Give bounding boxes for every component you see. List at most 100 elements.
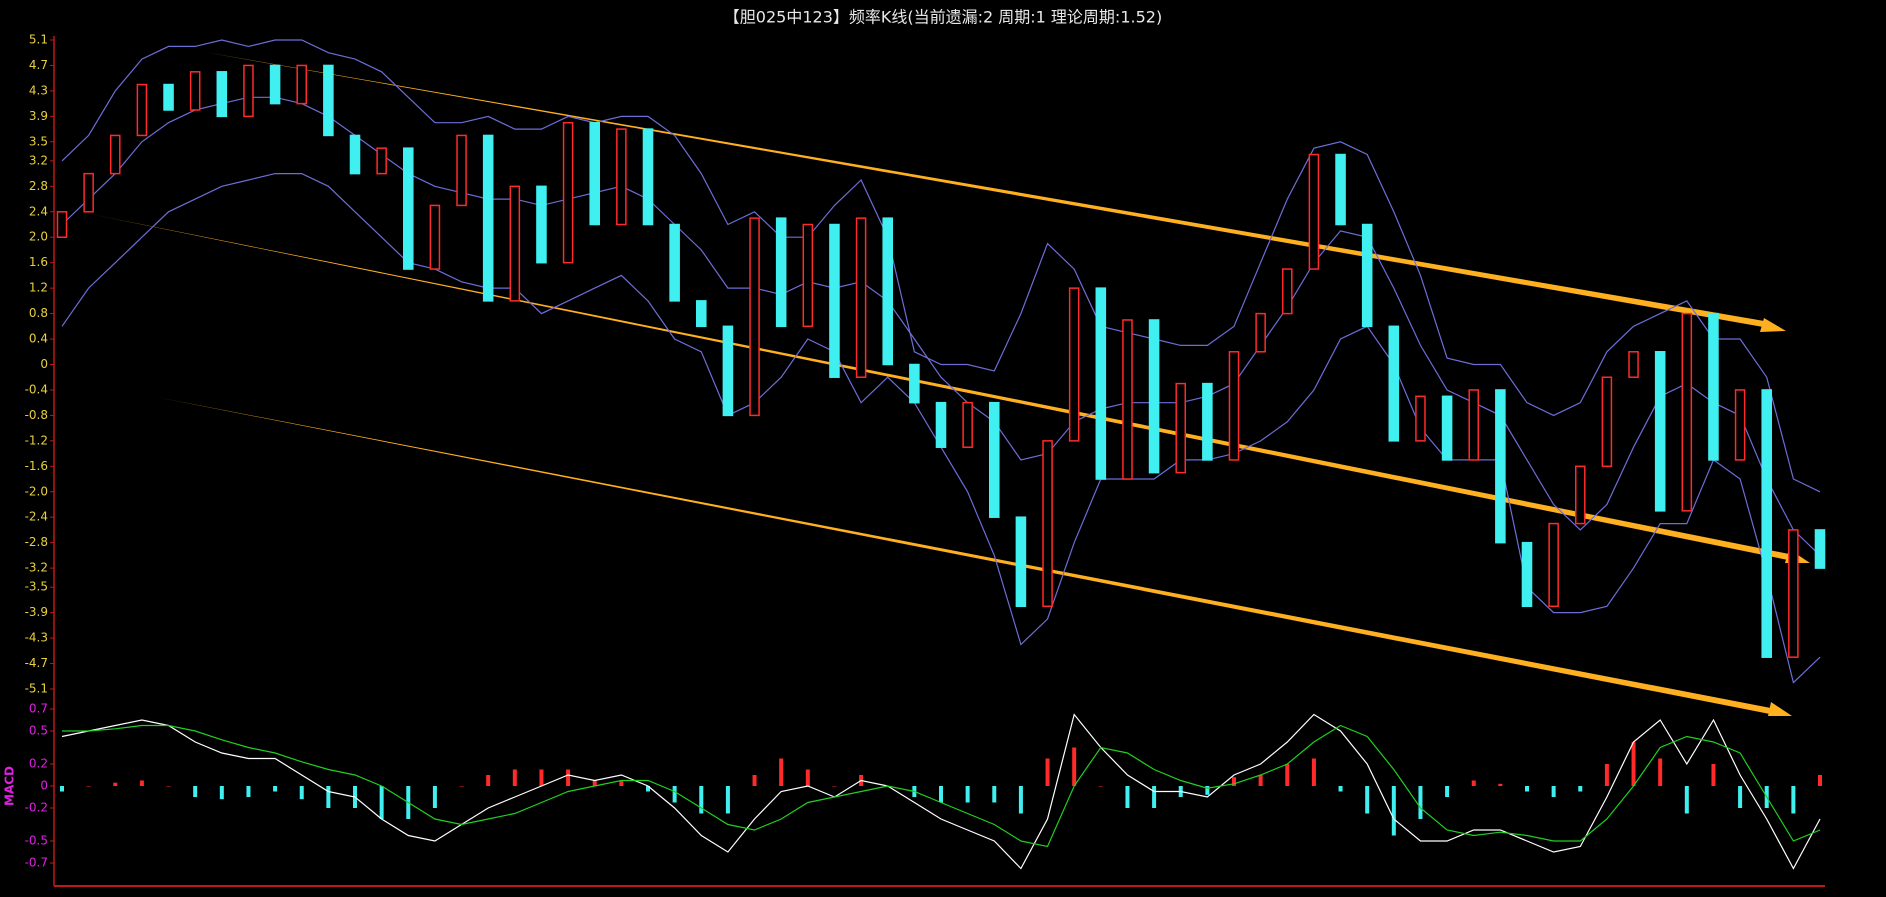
- candle: [1202, 382, 1213, 461]
- macd-bar: [1285, 764, 1290, 786]
- y-tick-label: 3.9: [29, 109, 48, 123]
- macd-bar: [699, 786, 704, 814]
- macd-bar: [1365, 786, 1370, 814]
- candle: [1601, 376, 1613, 468]
- macd-bar: [1258, 775, 1263, 786]
- macd-bar: [486, 775, 491, 786]
- y-tick-label: 1.2: [29, 281, 48, 295]
- macd-bar: [1098, 786, 1103, 787]
- macd-bar: [432, 786, 437, 808]
- macd-bar: [219, 786, 224, 800]
- candle: [1388, 325, 1400, 442]
- candle: [56, 211, 68, 238]
- candle: [669, 223, 680, 302]
- macd-bar: [379, 786, 384, 819]
- candle: [1175, 382, 1187, 474]
- macd-bar: [512, 769, 517, 786]
- macd-bar: [725, 786, 730, 814]
- macd-bar: [1684, 786, 1689, 814]
- macd-bar: [1525, 786, 1529, 792]
- candle: [1228, 351, 1240, 461]
- candle: [802, 223, 814, 328]
- candle: [642, 128, 654, 226]
- candle: [1654, 351, 1666, 512]
- macd-bar: [1072, 747, 1077, 786]
- candle: [163, 83, 174, 111]
- y-tick-label: -5.1: [25, 682, 48, 696]
- candle: [402, 147, 414, 270]
- candle: [1441, 395, 1453, 461]
- y-tick-label: -2.4: [25, 510, 48, 524]
- macd-bar: [939, 786, 943, 803]
- macd-bar: [1391, 786, 1396, 836]
- macd-bar: [1818, 775, 1822, 786]
- y-tick-label: 0: [40, 779, 48, 793]
- candle: [1814, 529, 1826, 569]
- macd-bar: [965, 786, 970, 803]
- y-tick-label: -2.8: [25, 535, 48, 549]
- candle: [882, 217, 894, 366]
- y-tick-label: 4.3: [29, 83, 48, 97]
- y-tick-label: -2.0: [25, 484, 48, 498]
- candle: [1708, 312, 1719, 461]
- macd-bar: [193, 786, 198, 797]
- candle: [695, 300, 707, 328]
- y-tick-label: -0.8: [25, 408, 48, 422]
- y-tick-label: -0.5: [25, 834, 48, 848]
- candle: [616, 128, 627, 226]
- candle: [269, 64, 281, 105]
- y-tick-label: 0: [40, 357, 48, 371]
- candle: [988, 401, 1000, 518]
- macd-bar: [166, 786, 171, 787]
- candle: [1415, 395, 1426, 442]
- candle: [109, 134, 121, 175]
- macd-bar: [459, 786, 464, 787]
- y-tick-label: -3.9: [25, 605, 48, 619]
- candle: [429, 204, 441, 270]
- candle: [1734, 389, 1746, 461]
- macd-bar: [992, 786, 997, 803]
- macd-bar: [1418, 786, 1423, 819]
- candle: [935, 401, 947, 448]
- candle: [722, 325, 734, 417]
- candle: [243, 64, 254, 118]
- y-tick-label: -1.6: [25, 459, 48, 473]
- macd-bar: [1738, 786, 1743, 808]
- y-tick-label: -4.3: [25, 631, 48, 645]
- candle: [1788, 529, 1799, 658]
- macd-bar: [1018, 786, 1023, 814]
- candle: [136, 83, 148, 137]
- candle: [482, 134, 494, 302]
- candle: [1468, 389, 1480, 461]
- candle: [83, 172, 94, 213]
- macd-bar: [1711, 764, 1716, 786]
- candle: [1628, 351, 1639, 378]
- candle: [562, 121, 574, 264]
- macd-bar: [1045, 758, 1050, 786]
- macd-bar: [299, 786, 304, 800]
- candle: [1095, 287, 1107, 480]
- candle: [376, 147, 387, 175]
- macd-bar: [1471, 780, 1476, 786]
- y-tick-label: -3.2: [25, 561, 48, 575]
- candle: [909, 363, 920, 404]
- macd-bar: [1604, 764, 1609, 786]
- macd-bar: [86, 786, 91, 787]
- candle: [775, 217, 787, 328]
- y-tick-label: 0.4: [29, 332, 48, 346]
- macd-bar: [1578, 786, 1583, 792]
- macd-bar: [539, 769, 544, 786]
- candle: [1122, 319, 1133, 480]
- y-tick-label: -1.2: [25, 433, 48, 447]
- y-tick-label: 4.7: [29, 58, 48, 72]
- candle: [216, 71, 228, 118]
- macd-bar: [1631, 742, 1636, 786]
- candle: [962, 401, 973, 448]
- candle: [749, 217, 760, 417]
- arrow-head: [1760, 318, 1786, 332]
- y-tick-label: 5.1: [29, 33, 48, 47]
- candle: [1148, 319, 1160, 474]
- macd-bar: [1791, 786, 1796, 814]
